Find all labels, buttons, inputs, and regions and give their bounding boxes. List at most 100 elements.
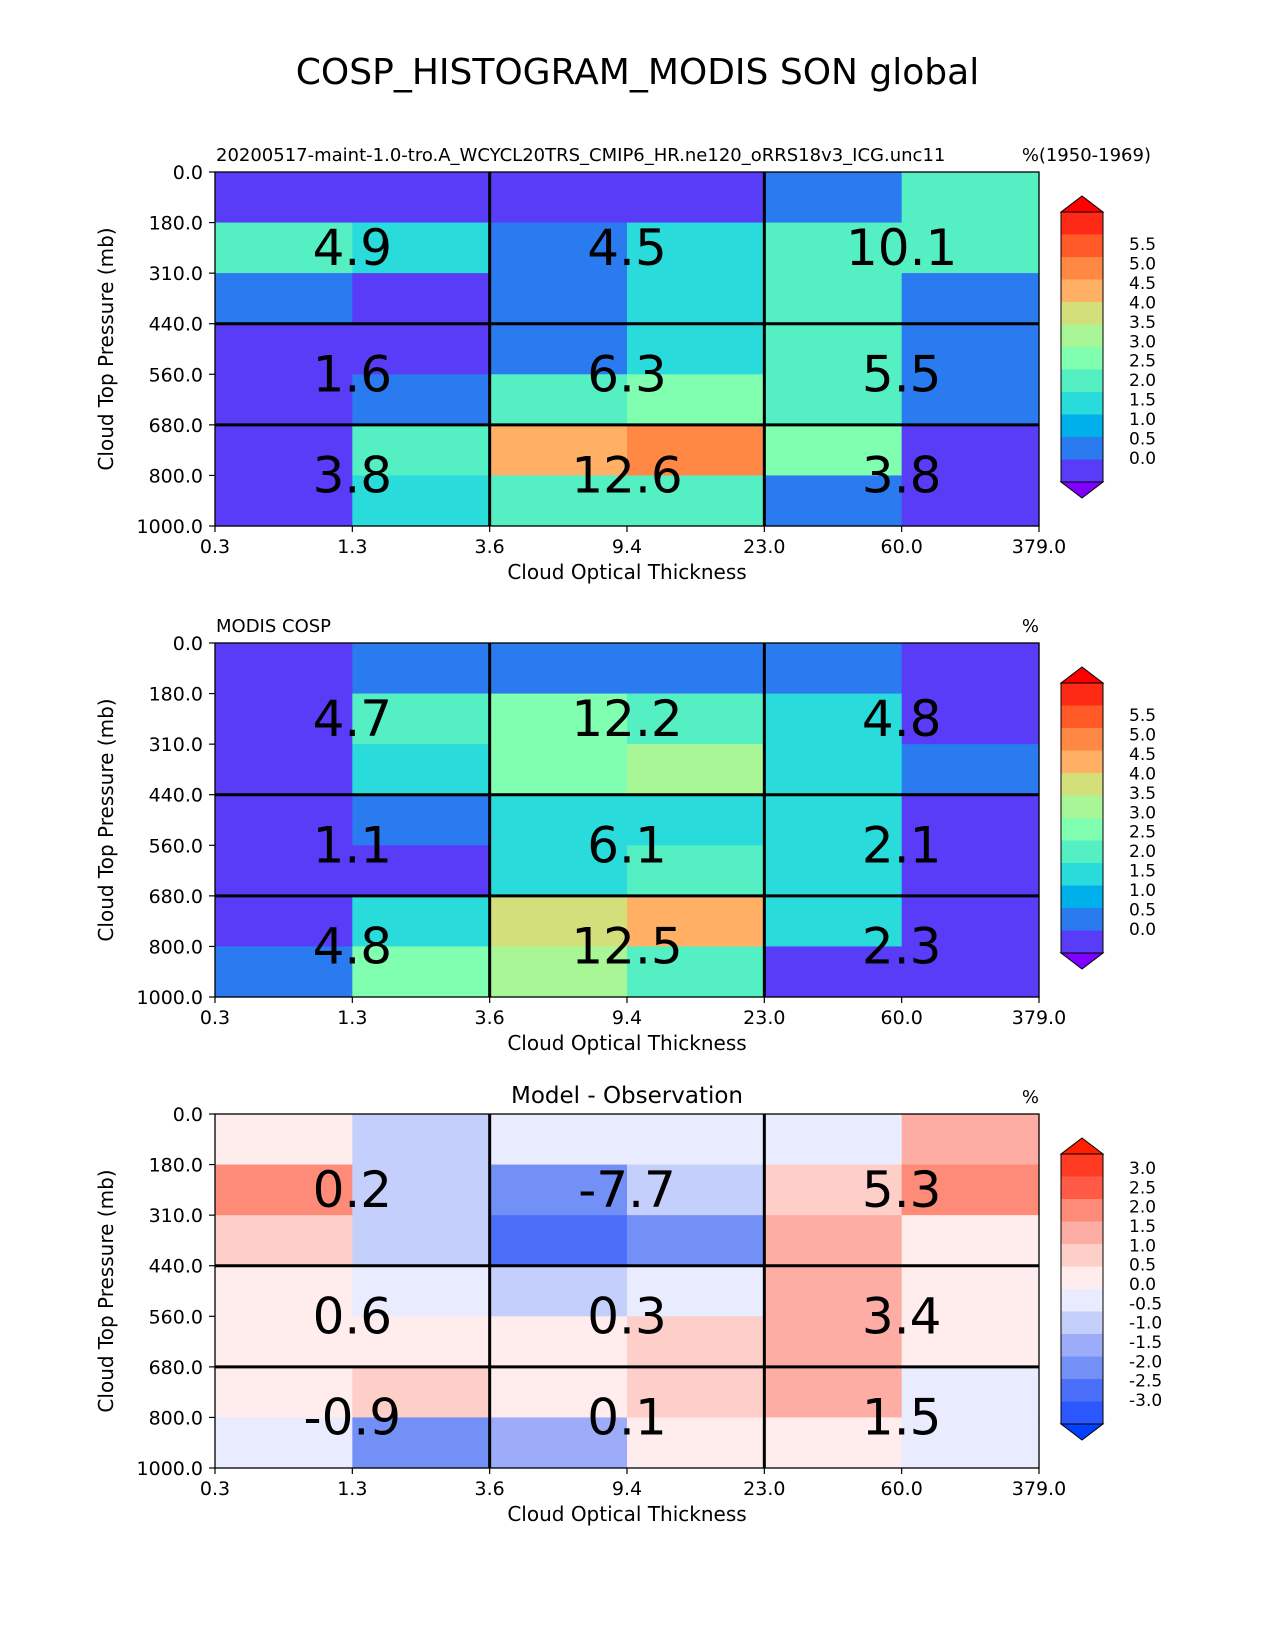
x-tick-label: 60.0 <box>881 1007 923 1029</box>
heatmap-cell <box>215 424 353 477</box>
colorbar-frame <box>1060 682 1104 954</box>
colorbar-segment <box>1061 930 1103 954</box>
heatmap-cell <box>901 323 1040 375</box>
heatmap-cell <box>627 946 765 998</box>
heatmap-cell <box>489 1316 628 1368</box>
colorbar-segment <box>1061 234 1103 258</box>
heatmap-cell <box>352 1164 491 1216</box>
colorbar-tick-label: 2.5 <box>1129 352 1156 372</box>
heatmap-cell <box>215 475 353 527</box>
heatmap-cell <box>627 744 765 796</box>
heatmap-cell <box>352 845 491 897</box>
heatmap-cell <box>489 845 628 897</box>
x-tick-label: 3.6 <box>475 1007 505 1029</box>
group-value-label: 5.5 <box>862 345 942 403</box>
heatmap-cell <box>764 1417 903 1469</box>
heatmap-cell <box>901 222 1040 274</box>
colorbar-segment <box>1061 1311 1103 1335</box>
heatmap-cell <box>215 1417 353 1469</box>
colorbar-segment <box>1061 1334 1103 1357</box>
colorbar-segment <box>1061 279 1103 303</box>
heatmap-cell <box>901 744 1040 796</box>
heatmap-cell <box>901 273 1040 325</box>
panel-2: 4.7 12.2 4.8 1.1 6.1 2.1 4.8 12.5 2.3 0.3 1.3 3.6 9.… <box>94 616 1156 1055</box>
group-value-label: 6.1 <box>587 816 667 874</box>
heatmap-cell <box>489 693 628 745</box>
colorbar-segment <box>1061 1244 1103 1267</box>
colorbar-tick-label: 4.0 <box>1129 293 1156 313</box>
heatmap-cell <box>215 946 353 998</box>
heatmap-cell <box>352 643 491 695</box>
group-value-label: 3.8 <box>313 446 393 504</box>
heatmap-cell <box>489 1265 628 1317</box>
heatmap-cell <box>489 323 628 375</box>
colorbar-segment <box>1061 683 1103 706</box>
heatmap-cell <box>352 744 491 796</box>
heatmap-cell <box>352 946 491 998</box>
heatmap-cell <box>764 1366 903 1419</box>
heatmap-cell <box>352 374 491 426</box>
colorbar-tick-label: -2.5 <box>1129 1372 1162 1392</box>
colorbar-tick-label: 5.5 <box>1129 235 1156 255</box>
heatmap-cell <box>352 1215 491 1267</box>
heatmap-cell <box>215 1114 353 1166</box>
x-axis-label: Cloud Optical Thickness <box>507 1031 746 1055</box>
heatmap-cell <box>489 222 628 274</box>
heatmap-cell <box>352 1417 491 1469</box>
heatmap-cell <box>627 1366 765 1419</box>
group-value-label: 3.4 <box>862 1287 942 1345</box>
heatmap-cell <box>352 424 491 477</box>
colorbar-tick-label: 3.0 <box>1129 803 1156 823</box>
y-tick-label: 180.0 <box>149 684 203 706</box>
x-tick-label: 0.3 <box>200 536 230 558</box>
colorbar-tick-label: 5.5 <box>1129 706 1156 726</box>
colorbar-tick-label: 4.5 <box>1129 274 1156 294</box>
heatmap-cell <box>901 895 1040 948</box>
colorbar-segment <box>1061 885 1103 909</box>
heatmap-cell <box>901 1265 1040 1317</box>
group-value-label: 4.8 <box>313 917 393 975</box>
heatmap-cell <box>901 424 1040 477</box>
colorbar-extend-max <box>1059 1137 1105 1155</box>
heatmap-cell <box>489 1215 628 1267</box>
heatmap-cell <box>215 1164 353 1216</box>
heatmap-cell <box>627 1417 765 1469</box>
heatmap-cell <box>215 643 353 695</box>
colorbar-segment <box>1061 369 1103 393</box>
x-tick-label: 60.0 <box>881 1478 923 1500</box>
heatmap-cell <box>352 172 491 224</box>
y-tick-label: 0.0 <box>173 1104 203 1126</box>
x-tick-label: 1.3 <box>337 1007 367 1029</box>
colorbar-tick-label: 2.5 <box>1129 823 1156 843</box>
heatmap-cell <box>352 1366 491 1419</box>
y-tick-label: 0.0 <box>173 162 203 184</box>
y-tick-label: 560.0 <box>149 835 203 857</box>
colorbar-extend-max <box>1059 195 1105 213</box>
heatmap-cell <box>901 172 1040 224</box>
x-tick-label: 60.0 <box>881 536 923 558</box>
heatmap-cell <box>901 946 1040 998</box>
x-axis-label: Cloud Optical Thickness <box>507 560 746 584</box>
x-tick-label: 23.0 <box>743 1478 785 1500</box>
x-tick-label: 9.4 <box>612 1478 642 1500</box>
heatmap-cell <box>215 895 353 948</box>
colorbar-tick-label: -3.0 <box>1129 1391 1162 1411</box>
heatmap-cell <box>627 1265 765 1317</box>
colorbar-tick-label: -0.5 <box>1129 1294 1162 1314</box>
heatmap-cell <box>627 222 765 274</box>
colorbar-segment <box>1061 347 1103 370</box>
colorbar: 3.02.52.01.51.00.50.0-0.5-1.0-1.5-2.0-2.… <box>1059 1137 1162 1441</box>
x-tick-label: 0.3 <box>200 1478 230 1500</box>
heatmap-cell <box>352 1114 491 1166</box>
heatmap-cell <box>352 895 491 948</box>
heatmap-cell <box>489 172 628 224</box>
colorbar-tick-label: 3.5 <box>1129 784 1156 804</box>
group-value-label: 3.8 <box>862 446 942 504</box>
colorbar-tick-label: 5.0 <box>1129 725 1156 745</box>
y-tick-label: 440.0 <box>149 785 203 807</box>
heatmap-cell <box>764 895 903 948</box>
heatmap-cell <box>627 1114 765 1166</box>
group-value-label: 1.1 <box>313 816 393 874</box>
colorbar-segment <box>1061 773 1103 796</box>
x-tick-label: 379.0 <box>1012 536 1066 558</box>
